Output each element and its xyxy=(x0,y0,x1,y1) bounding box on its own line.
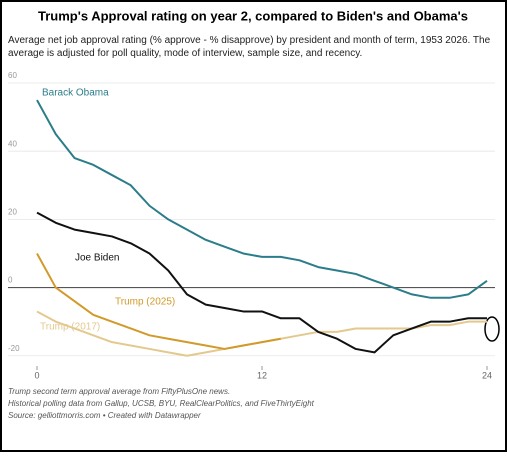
x-tick-label: 12 xyxy=(257,370,267,380)
x-tick-label: 0 xyxy=(34,370,39,380)
footnote: Source: gelliottmorris.com • Created wit… xyxy=(8,411,201,420)
series-line xyxy=(36,253,281,350)
y-tick-label: 40 xyxy=(8,139,17,148)
y-tick-label: 20 xyxy=(8,207,17,216)
y-tick-label: 0 xyxy=(8,276,13,285)
series-label: Joe Biden xyxy=(75,253,119,264)
highlight-circle xyxy=(484,316,500,342)
y-tick-label: 60 xyxy=(8,71,17,80)
series-label: Trump (2017) xyxy=(40,322,100,333)
series-label: Trump (2025) xyxy=(115,297,175,308)
chart-title: Trump's Approval rating on year 2, compa… xyxy=(38,8,468,23)
subtitle-box: Average net job approval rating (% appro… xyxy=(8,35,491,59)
footnote: Historical polling data from Gallup, UCS… xyxy=(8,399,315,408)
subtitle: Average net job approval rating (% appro… xyxy=(8,35,491,59)
series-line xyxy=(36,211,487,354)
series-label: Barack Obama xyxy=(42,88,109,99)
footnote: Trump second term approval average from … xyxy=(8,387,230,396)
x-tick-label: 24 xyxy=(482,370,492,380)
series-line xyxy=(36,99,488,299)
y-tick-label: -20 xyxy=(8,344,20,353)
